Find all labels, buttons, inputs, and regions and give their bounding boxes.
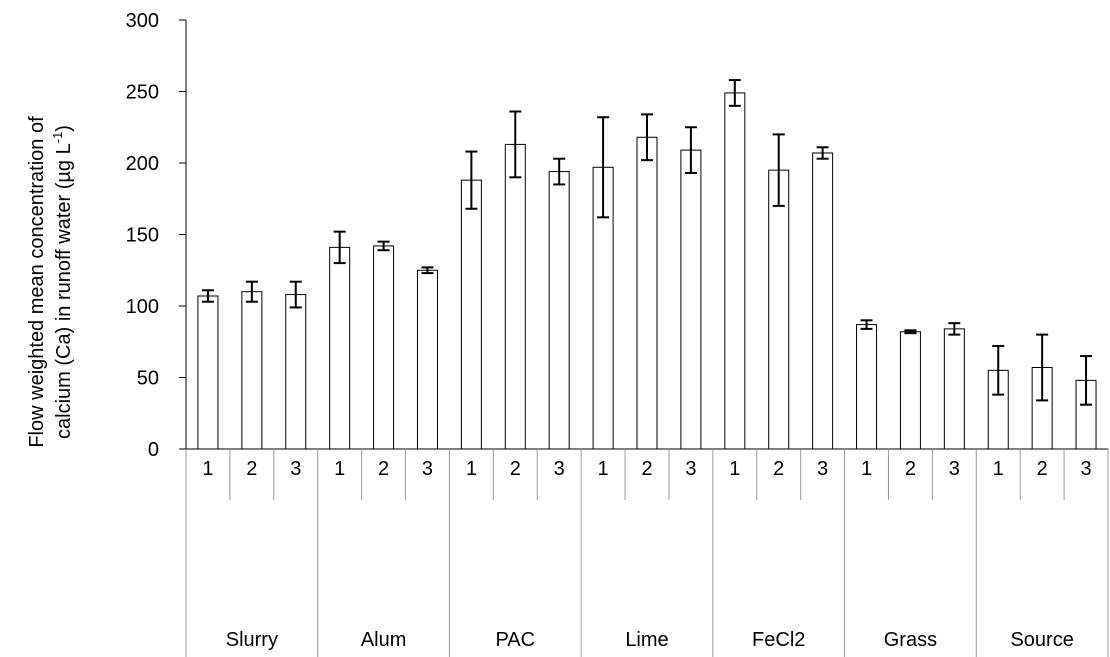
x-sub-tick-label: 2 bbox=[773, 458, 784, 480]
x-group-label: FeCl2 bbox=[752, 629, 805, 651]
error-bar bbox=[377, 240, 390, 252]
bar bbox=[943, 328, 965, 450]
x-sub-tick-label: 3 bbox=[422, 458, 433, 480]
error-bar bbox=[1080, 355, 1093, 406]
y-tick-label: 0 bbox=[148, 439, 159, 461]
x-sub-tick-label: 3 bbox=[949, 458, 960, 480]
error-bar bbox=[333, 230, 346, 265]
error-bar bbox=[684, 126, 697, 175]
error-bar bbox=[289, 280, 302, 309]
error-bar bbox=[421, 266, 434, 275]
x-sub-tick-label: 2 bbox=[1037, 458, 1048, 480]
bar bbox=[373, 245, 395, 450]
y-axis-label: Flow weighted mean concentration of calc… bbox=[26, 116, 75, 448]
x-sub-tick-label: 2 bbox=[905, 458, 916, 480]
x-group-label: Slurry bbox=[226, 629, 278, 651]
x-group-label: Alum bbox=[361, 629, 407, 651]
error-bar bbox=[201, 289, 214, 303]
y-tick-label: 150 bbox=[126, 225, 159, 247]
x-group-label: PAC bbox=[495, 629, 535, 651]
bar bbox=[241, 291, 263, 450]
bar bbox=[768, 169, 790, 450]
x-sub-tick-label: 2 bbox=[246, 458, 257, 480]
x-group-label: Source bbox=[1010, 629, 1073, 651]
error-bar bbox=[245, 280, 258, 303]
bar bbox=[460, 179, 482, 450]
y-axis: 0 50 100 150 200 250 300 bbox=[126, 10, 187, 461]
error-bar bbox=[553, 157, 566, 186]
x-sub-tick-label: 1 bbox=[993, 458, 1004, 480]
x-sub-tick-label: 3 bbox=[1080, 458, 1091, 480]
x-sub-tick-label: 1 bbox=[729, 458, 740, 480]
bar bbox=[636, 136, 658, 450]
bar bbox=[416, 269, 438, 450]
error-bar bbox=[465, 150, 478, 210]
bar bbox=[812, 152, 834, 450]
bar bbox=[285, 294, 307, 450]
x-sub-tick-label: 2 bbox=[641, 458, 652, 480]
bar bbox=[197, 295, 219, 450]
bar bbox=[856, 324, 878, 450]
bar bbox=[680, 149, 702, 450]
x-sub-tick-label: 1 bbox=[598, 458, 609, 480]
x-group-label: Lime bbox=[625, 629, 668, 651]
y-axis-label-line2: calcium (Ca) in runoff water (µg L-1) bbox=[50, 125, 75, 439]
error-bar bbox=[948, 322, 961, 336]
error-bar bbox=[1036, 333, 1049, 402]
bars bbox=[197, 79, 1097, 450]
y-tick-label: 200 bbox=[126, 153, 159, 175]
error-bar bbox=[904, 329, 917, 335]
bar bbox=[724, 92, 746, 450]
x-sub-tick-label: 3 bbox=[685, 458, 696, 480]
x-sub-tick-label: 1 bbox=[334, 458, 345, 480]
x-sub-tick-label: 1 bbox=[466, 458, 477, 480]
x-sub-tick-label: 2 bbox=[510, 458, 521, 480]
y-axis-label-line1: Flow weighted mean concentration of bbox=[26, 116, 48, 448]
y-tick-label: 250 bbox=[126, 82, 159, 104]
x-sub-tick-label: 2 bbox=[378, 458, 389, 480]
y-axis-label-superscript: -1 bbox=[50, 132, 65, 144]
bar bbox=[899, 331, 921, 450]
error-bar bbox=[772, 133, 785, 207]
x-axis: 1 2 3 Slurry 1 2 3 Alum 1 2 3 PAC 1 2 3 Lime 1 2 3 FeCl2 1 2 3… bbox=[185, 448, 1109, 657]
x-sub-tick-label: 3 bbox=[817, 458, 828, 480]
error-bar bbox=[860, 319, 873, 330]
x-sub-tick-label: 3 bbox=[554, 458, 565, 480]
y-tick-label: 50 bbox=[137, 368, 159, 390]
x-sub-tick-label: 1 bbox=[861, 458, 872, 480]
error-bar bbox=[992, 345, 1005, 396]
x-group-label: Grass bbox=[884, 629, 937, 651]
x-sub-tick-label: 1 bbox=[202, 458, 213, 480]
error-bar bbox=[641, 113, 653, 162]
bar bbox=[329, 246, 351, 450]
bar bbox=[504, 143, 526, 450]
x-sub-tick-label: 3 bbox=[290, 458, 301, 480]
y-tick-label: 300 bbox=[126, 10, 159, 32]
error-bar bbox=[509, 110, 522, 179]
y-tick-label: 100 bbox=[126, 296, 159, 318]
error-bar bbox=[597, 116, 610, 219]
error-bar bbox=[816, 146, 829, 160]
bar bbox=[548, 171, 570, 450]
error-bar bbox=[728, 79, 741, 107]
